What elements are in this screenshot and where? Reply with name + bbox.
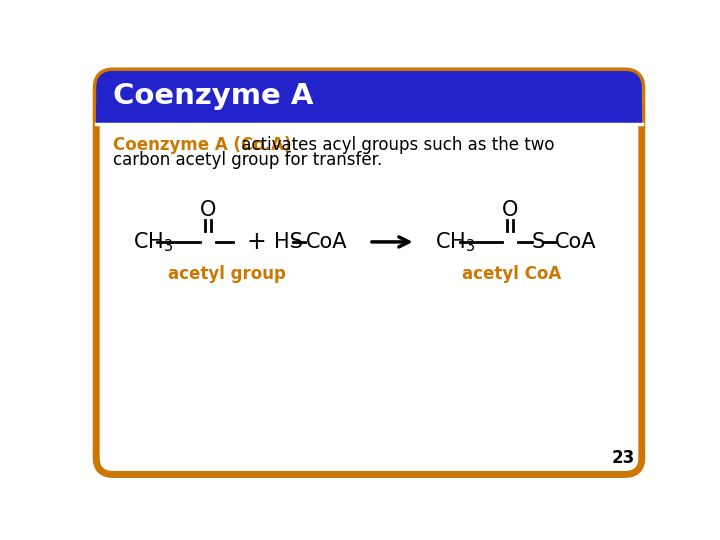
FancyBboxPatch shape	[96, 71, 642, 475]
Text: O: O	[199, 200, 216, 220]
Text: 23: 23	[611, 449, 635, 467]
Text: +: +	[247, 230, 266, 254]
Text: carbon acetyl group for transfer.: carbon acetyl group for transfer.	[113, 151, 382, 169]
Text: activates acyl groups such as the two: activates acyl groups such as the two	[235, 136, 554, 154]
Text: HS: HS	[274, 232, 303, 252]
Text: CH$_3$: CH$_3$	[435, 230, 475, 254]
Text: S: S	[532, 232, 545, 252]
Text: O: O	[502, 200, 518, 220]
Text: CoA: CoA	[305, 232, 347, 252]
Text: CH$_3$: CH$_3$	[132, 230, 173, 254]
Text: acetyl group: acetyl group	[168, 265, 285, 284]
Text: acetyl CoA: acetyl CoA	[462, 265, 562, 284]
FancyBboxPatch shape	[96, 71, 642, 123]
Text: CoA: CoA	[555, 232, 596, 252]
Text: Coenzyme A: Coenzyme A	[113, 82, 314, 110]
Text: Coenzyme A (Co.A): Coenzyme A (Co.A)	[113, 136, 292, 154]
Bar	[96, 106, 642, 123]
